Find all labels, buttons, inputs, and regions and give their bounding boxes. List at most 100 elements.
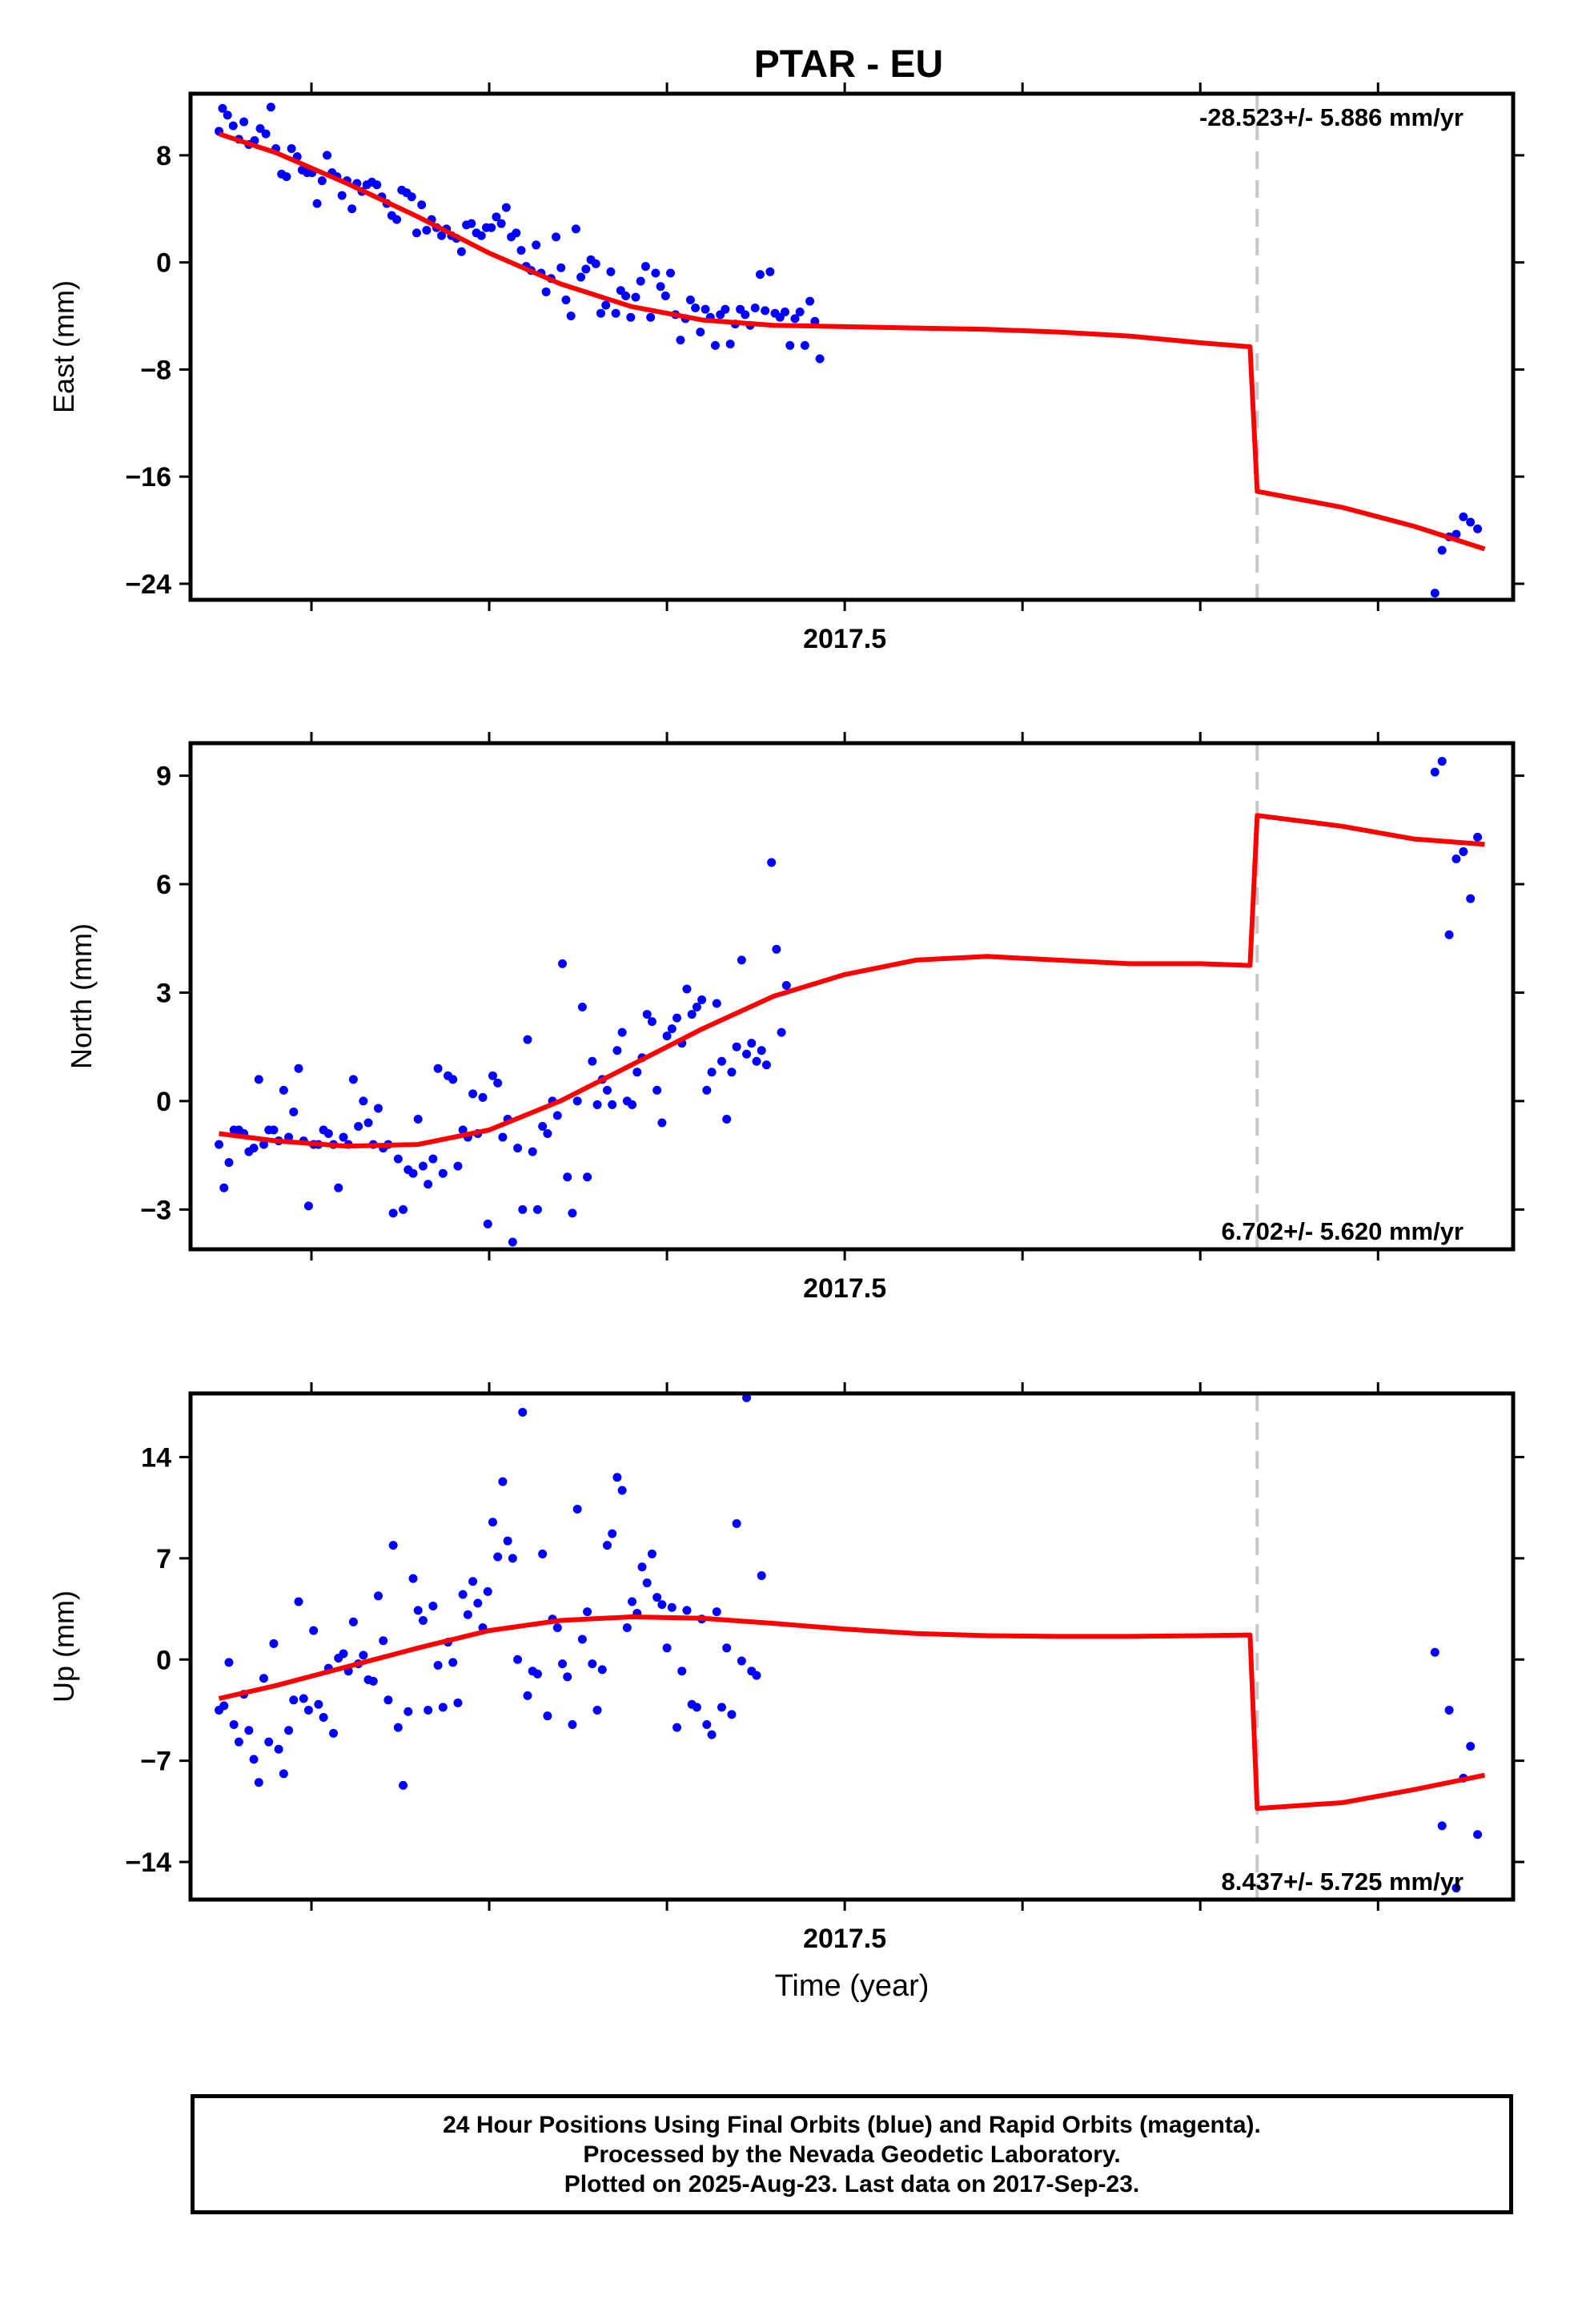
data-point — [456, 247, 466, 256]
data-point — [373, 1104, 383, 1113]
data-point — [219, 1183, 229, 1192]
data-point — [571, 224, 580, 234]
data-point — [742, 1049, 752, 1059]
y-tick-label: −8 — [140, 355, 171, 385]
y-tick-label: 0 — [156, 1645, 171, 1675]
data-point — [810, 316, 820, 326]
data-point — [552, 1111, 562, 1120]
data-point — [428, 1601, 438, 1610]
data-point — [393, 1723, 403, 1732]
data-point — [652, 1085, 662, 1095]
data-point — [717, 1703, 726, 1712]
data-point — [558, 959, 568, 968]
data-point — [289, 1107, 299, 1116]
rate-label: 8.437+/- 5.725 mm/yr — [1222, 1868, 1464, 1896]
data-point — [468, 1089, 478, 1099]
y-axis-label: East (mm) — [47, 280, 80, 413]
data-point — [408, 1574, 418, 1583]
data-point — [772, 944, 781, 954]
data-point — [532, 1669, 542, 1679]
data-points — [215, 1393, 1483, 1893]
data-point — [785, 340, 795, 350]
data-point — [741, 310, 750, 320]
data-point — [348, 1075, 358, 1084]
data-point — [399, 1780, 408, 1790]
data-point — [721, 304, 730, 314]
data-point — [478, 1092, 488, 1102]
data-point — [572, 1504, 582, 1514]
data-point — [666, 268, 676, 278]
data-point — [437, 231, 447, 240]
data-point — [513, 1144, 523, 1153]
data-point — [424, 1705, 433, 1715]
data-point — [583, 1607, 592, 1617]
data-point — [568, 1208, 577, 1218]
data-point — [413, 1114, 423, 1124]
data-point — [487, 223, 496, 232]
data-points — [215, 103, 1483, 598]
data-point — [588, 1659, 597, 1669]
data-point — [637, 1562, 647, 1572]
data-point — [503, 1536, 512, 1546]
data-point — [781, 980, 791, 990]
data-point — [1459, 846, 1468, 856]
data-point — [249, 1144, 259, 1153]
data-point — [727, 1710, 737, 1719]
y-tick-label: 7 — [156, 1544, 171, 1574]
data-point — [244, 1726, 254, 1735]
data-point — [1452, 854, 1461, 863]
data-point — [647, 1017, 656, 1027]
y-tick-label: 9 — [156, 762, 171, 792]
data-point — [528, 1147, 537, 1156]
data-point — [805, 296, 815, 306]
data-point — [667, 1024, 677, 1034]
data-point — [467, 219, 476, 228]
data-point — [294, 1597, 303, 1606]
data-point — [453, 1161, 463, 1171]
footer-line-2: Processed by the Nevada Geodetic Laborat… — [583, 2141, 1121, 2168]
plot-frame — [188, 741, 1516, 1252]
data-point — [611, 308, 620, 318]
data-point — [1466, 1742, 1476, 1751]
data-point — [757, 1571, 766, 1581]
data-point — [309, 1626, 319, 1635]
data-point — [692, 1003, 701, 1012]
data-point — [314, 1699, 323, 1709]
data-point — [673, 1723, 682, 1732]
data-point — [591, 259, 600, 268]
data-point — [676, 336, 685, 345]
data-point — [223, 111, 232, 120]
data-point — [413, 1606, 423, 1615]
y-tick-label: −24 — [125, 569, 171, 600]
data-point — [493, 1078, 503, 1088]
data-point — [259, 1140, 268, 1149]
data-point — [1459, 512, 1468, 521]
data-point — [608, 1529, 617, 1538]
data-point — [606, 267, 616, 276]
data-point — [815, 354, 825, 364]
data-point — [563, 1172, 572, 1182]
data-point — [218, 103, 227, 113]
data-point — [493, 1552, 503, 1562]
data-point — [761, 306, 770, 316]
data-point — [518, 1407, 528, 1417]
data-point — [508, 1237, 517, 1247]
data-point — [348, 1617, 358, 1626]
data-point — [701, 304, 710, 314]
data-point — [1430, 1647, 1439, 1657]
data-point — [657, 1600, 667, 1610]
data-point — [392, 215, 402, 224]
data-point — [752, 1671, 761, 1680]
data-point — [463, 1610, 472, 1619]
data-point — [707, 1730, 717, 1739]
data-point — [646, 312, 656, 322]
data-point — [424, 1180, 433, 1189]
data-point — [632, 1068, 642, 1077]
panel-east: 8 0 −8 −16 −24 2017.5 East (mm) -28.523+/- 5.88… — [47, 82, 1524, 654]
data-point — [691, 304, 701, 313]
data-point — [1466, 517, 1476, 527]
data-point — [697, 995, 707, 1005]
figure-title: PTAR - EU — [754, 43, 943, 86]
data-point — [408, 1168, 418, 1178]
